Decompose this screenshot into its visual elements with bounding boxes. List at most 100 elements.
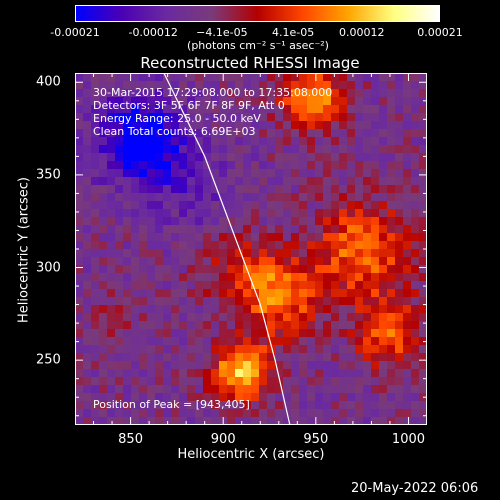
heatmap-cell <box>291 417 300 425</box>
heatmap-cell <box>219 145 228 154</box>
heatmap-cell <box>179 145 188 154</box>
heatmap-cell <box>123 185 132 194</box>
heatmap-cell <box>363 113 372 122</box>
heatmap-cell <box>179 297 188 306</box>
heatmap-cell <box>243 337 252 346</box>
heatmap-cell <box>251 105 260 114</box>
heatmap-cell <box>139 361 148 370</box>
heatmap-cell <box>243 169 252 178</box>
heatmap-cell <box>411 161 420 170</box>
heatmap-cell <box>187 97 196 106</box>
heatmap-cell <box>363 193 372 202</box>
heatmap-cell <box>339 209 348 218</box>
heatmap-cell <box>139 305 148 314</box>
heatmap-cell <box>339 113 348 122</box>
heatmap-cell <box>339 121 348 130</box>
heatmap-cell <box>163 393 172 402</box>
heatmap-cell <box>331 153 340 162</box>
heatmap-cell <box>83 73 92 82</box>
heatmap-cell <box>147 121 156 130</box>
heatmap-cell <box>219 177 228 186</box>
heatmap-cell <box>339 297 348 306</box>
heatmap-cell <box>331 193 340 202</box>
heatmap-cell <box>243 329 252 338</box>
heatmap-cell <box>323 217 332 226</box>
heatmap-cell <box>163 209 172 218</box>
heatmap-cell <box>147 185 156 194</box>
heatmap-cell <box>203 393 212 402</box>
heatmap-cell <box>123 281 132 290</box>
heatmap-cell <box>419 137 427 146</box>
heatmap-cell <box>131 313 140 322</box>
heatmap-cell <box>123 393 132 402</box>
heatmap-cell <box>379 73 388 82</box>
heatmap-cell <box>195 385 204 394</box>
heatmap-cell <box>83 297 92 306</box>
heatmap-cell <box>275 377 284 386</box>
heatmap-cell <box>123 249 132 258</box>
heatmap-cell <box>131 361 140 370</box>
heatmap-cell <box>99 89 108 98</box>
heatmap-cell <box>379 161 388 170</box>
heatmap-cell <box>107 73 116 82</box>
heatmap-cell <box>323 329 332 338</box>
heatmap-cell <box>299 225 308 234</box>
heatmap-cell <box>355 161 364 170</box>
heatmap-cell <box>371 81 380 90</box>
heatmap-cell <box>91 161 100 170</box>
heatmap-cell <box>235 353 244 362</box>
heatmap-cell <box>99 73 108 82</box>
heatmap-cell <box>411 313 420 322</box>
heatmap-cell <box>91 313 100 322</box>
heatmap-cell <box>307 305 316 314</box>
heatmap-cell <box>355 153 364 162</box>
heatmap-cell <box>107 193 116 202</box>
heatmap-cell <box>219 409 228 418</box>
heatmap-cell <box>283 257 292 266</box>
heatmap-cell <box>99 233 108 242</box>
heatmap-cell <box>107 177 116 186</box>
heatmap-cell <box>115 241 124 250</box>
heatmap-cell <box>187 225 196 234</box>
heatmap-cell <box>203 409 212 418</box>
heatmap-cell <box>411 393 420 402</box>
heatmap-cell <box>131 273 140 282</box>
heatmap-cell <box>75 305 84 314</box>
heatmap-cell <box>363 153 372 162</box>
heatmap-cell <box>251 161 260 170</box>
heatmap-cell <box>411 281 420 290</box>
heatmap-cell <box>411 137 420 146</box>
heatmap-cell <box>339 409 348 418</box>
heatmap-cell <box>171 313 180 322</box>
heatmap-cell <box>387 289 396 298</box>
heatmap-cell <box>299 249 308 258</box>
heatmap-cell <box>339 377 348 386</box>
heatmap-cell <box>419 121 427 130</box>
heatmap-cell <box>83 209 92 218</box>
heatmap-cell <box>243 97 252 106</box>
heatmap-cell <box>211 217 220 226</box>
heatmap-cell <box>171 305 180 314</box>
heatmap-cell <box>83 177 92 186</box>
heatmap-cell <box>187 321 196 330</box>
heatmap-cell <box>331 417 340 425</box>
heatmap-cell <box>115 185 124 194</box>
heatmap-cell <box>387 233 396 242</box>
heatmap-cell <box>299 137 308 146</box>
heatmap-cell <box>203 81 212 90</box>
heatmap-cell <box>107 121 116 130</box>
heatmap-cell <box>107 81 116 90</box>
heatmap-cell <box>107 393 116 402</box>
heatmap-cell <box>355 81 364 90</box>
heatmap-cell <box>363 145 372 154</box>
heatmap-cell <box>123 225 132 234</box>
heatmap-cell <box>323 121 332 130</box>
heatmap-cell <box>411 113 420 122</box>
heatmap-cell <box>315 345 324 354</box>
heatmap-cell <box>155 313 164 322</box>
heatmap-cell <box>363 273 372 282</box>
heatmap-cell <box>99 81 108 90</box>
heatmap-cell <box>139 401 148 410</box>
heatmap-cell <box>155 369 164 378</box>
heatmap-cell <box>91 249 100 258</box>
